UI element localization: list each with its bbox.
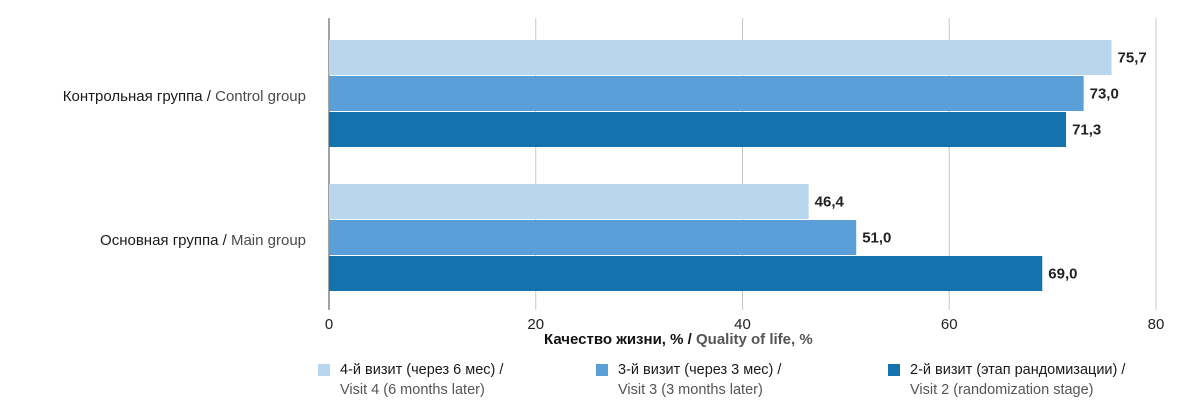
category-label-main-ru: Основная группа / [100, 232, 227, 249]
legend-label-visit2-ru: 2-й визит (этап рандомизации) / [910, 362, 1126, 378]
legend-item-visit3: 3-й визит (через 3 мес) / Visit 3 (3 mon… [596, 360, 781, 400]
bar-main-series0 [329, 184, 809, 219]
data-label-main-series1: 51,0 [862, 230, 891, 247]
legend-swatch-visit2 [888, 364, 900, 376]
x-tick-label-80: 80 [1148, 316, 1165, 333]
legend-item-visit2: 2-й визит (этап рандомизации) / Visit 2 … [888, 360, 1125, 400]
data-label-main-series2: 69,0 [1048, 266, 1077, 283]
bar-main-series1 [329, 220, 857, 255]
category-label-main-en: Main group [230, 232, 306, 249]
category-label-main: Основная группа / Main group [100, 232, 306, 249]
category-label-control-ru: Контрольная группа / [62, 88, 211, 105]
x-axis-title-ru: Качество жизни, % / [544, 331, 692, 348]
legend-item-visit4: 4-й визит (через 6 мес) / Visit 4 (6 mon… [318, 360, 503, 400]
data-label-control-series0: 75,7 [1118, 50, 1147, 67]
x-tick-label-60: 60 [941, 316, 958, 333]
category-label-control-en: Control group [215, 88, 306, 105]
legend-label-visit4-ru: 4-й визит (через 6 мес) / [340, 362, 504, 378]
x-axis-title: Качество жизни, % / Quality of life, % [544, 331, 884, 348]
bar-chart: 0 20 40 60 80 75,7 73,0 71,3 46,4 51,0 69,0 [325, 18, 1165, 333]
legend: 4-й визит (через 6 мес) / Visit 4 (6 mon… [318, 360, 1198, 410]
data-label-control-series2: 71,3 [1072, 122, 1101, 139]
data-label-main-series0: 46,4 [815, 194, 845, 211]
x-axis-title-en: Quality of life, % [695, 331, 813, 348]
legend-label-visit3-ru: 3-й визит (через 3 мес) / [618, 362, 782, 378]
category-label-control: Контрольная группа / Control group [63, 88, 306, 105]
data-label-control-series1: 73,0 [1090, 86, 1119, 103]
legend-label-visit4-en: Visit 4 (6 months later) [340, 382, 485, 398]
bar-control-series0 [329, 40, 1112, 75]
legend-swatch-visit4 [318, 364, 330, 376]
bar-control-series2 [329, 112, 1067, 147]
bar-control-series1 [329, 76, 1084, 111]
x-tick-label-0: 0 [325, 316, 333, 333]
legend-label-visit3-en: Visit 3 (3 months later) [618, 382, 763, 398]
bar-main-series2 [329, 256, 1043, 291]
x-tick-label-20: 20 [527, 316, 544, 333]
legend-label-visit2-en: Visit 2 (randomization stage) [910, 382, 1094, 398]
legend-swatch-visit3 [596, 364, 608, 376]
x-tick-label-40: 40 [734, 316, 751, 333]
